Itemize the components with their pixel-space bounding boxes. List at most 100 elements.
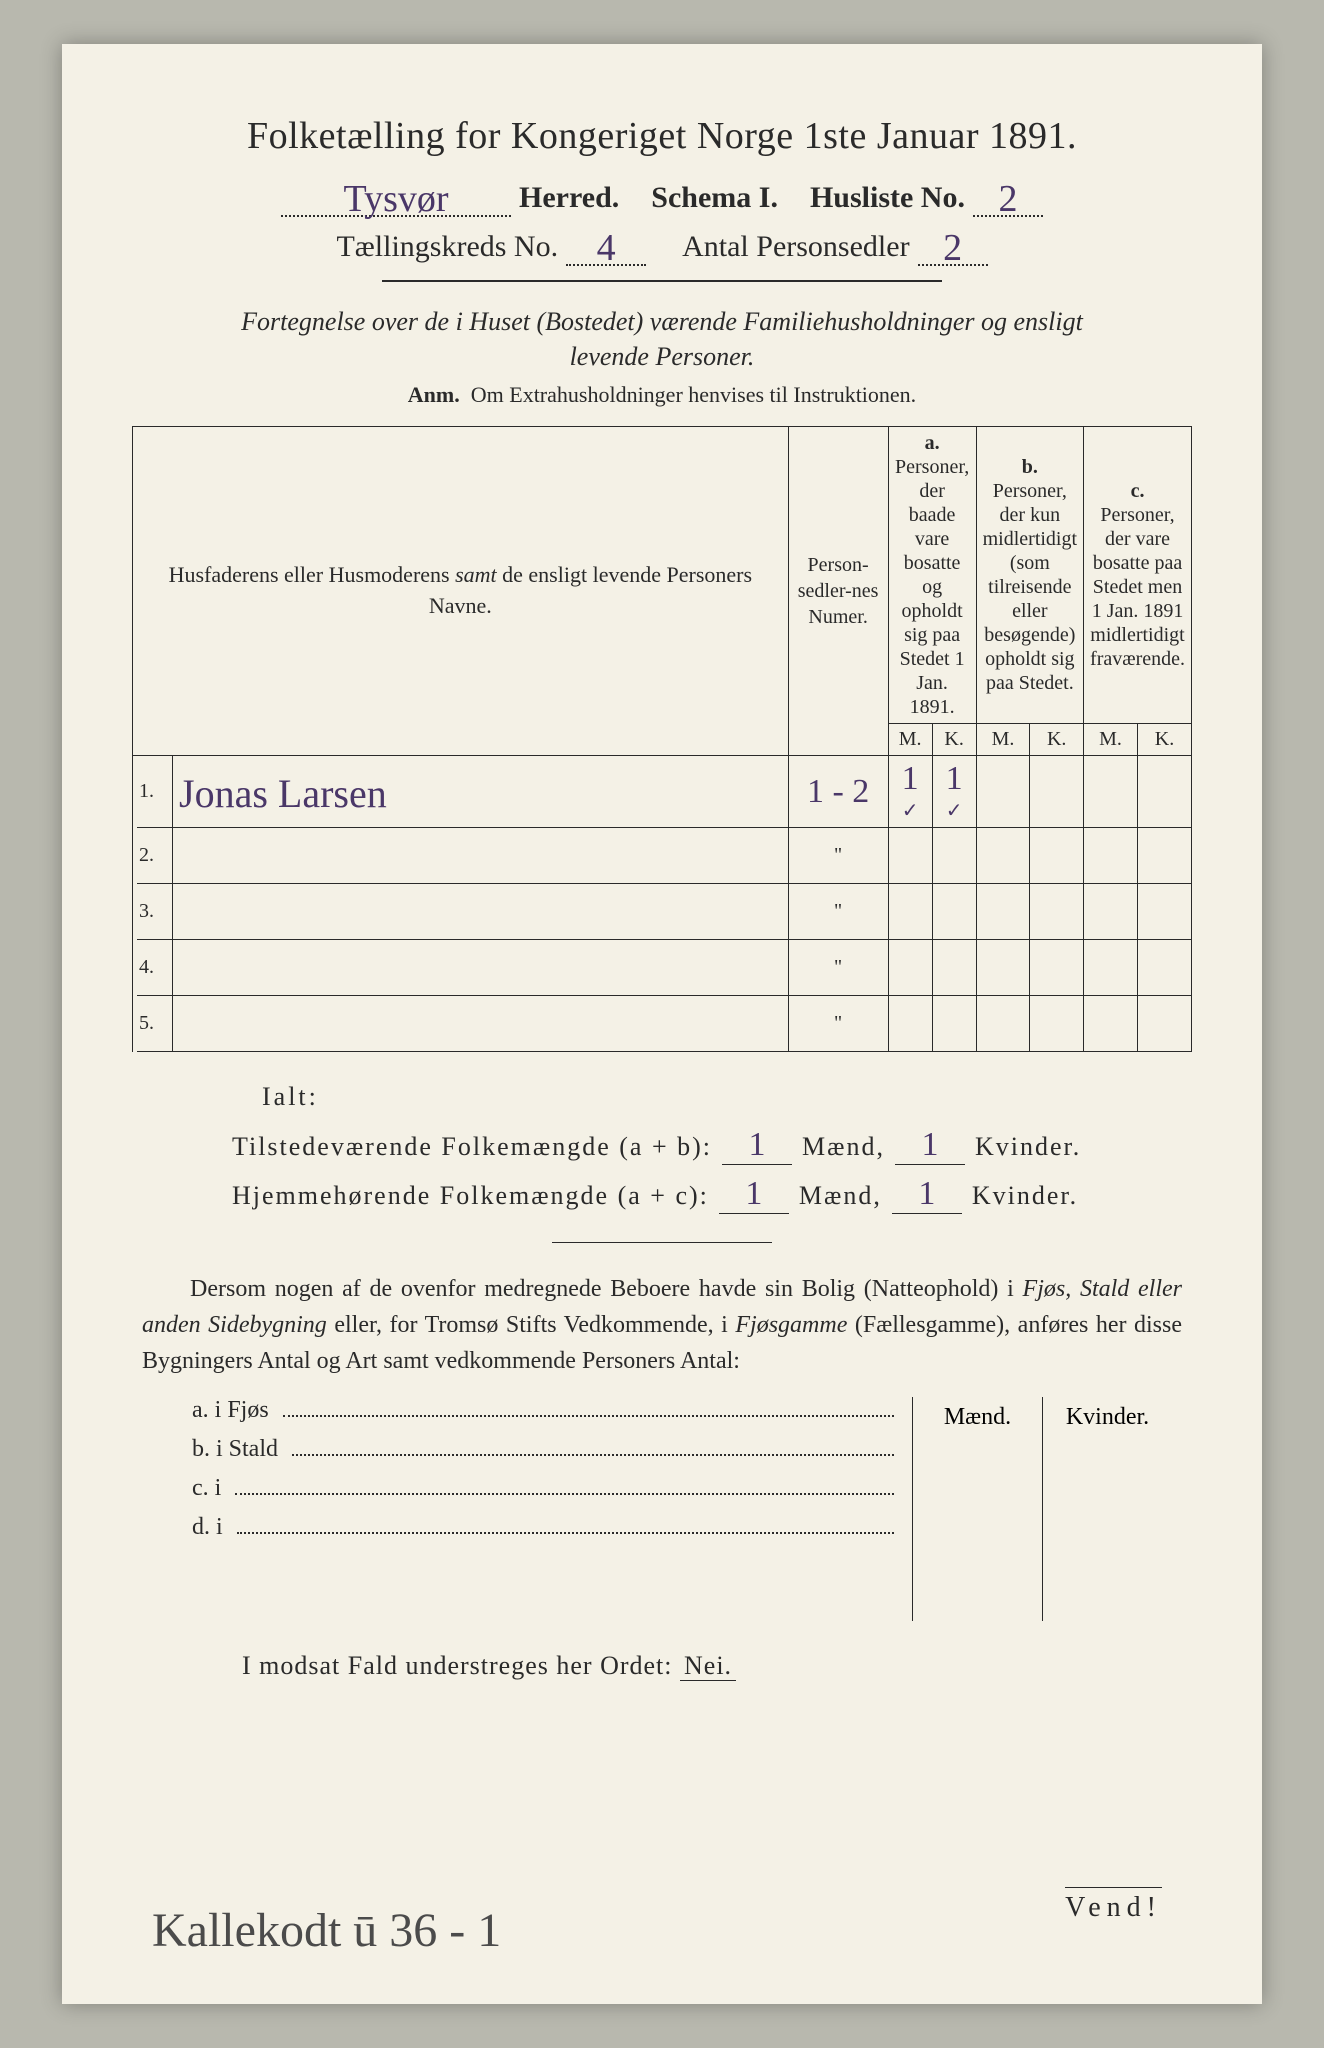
row-number: 4. <box>133 940 173 996</box>
check-icon: ✓ <box>902 798 919 823</box>
herred-value: Tysvør <box>344 178 449 220</box>
name-cell <box>173 940 789 996</box>
numer-cell: " <box>788 940 888 996</box>
mk-cell <box>1138 828 1192 884</box>
totals-row-resident: Hjemmehørende Folkemængde (a + c): 1 Mæn… <box>232 1175 1152 1214</box>
mk-cell <box>932 996 976 1052</box>
mk-cell <box>888 828 932 884</box>
numer-cell: 1 - 2 <box>788 756 888 828</box>
col-b-m: M. <box>976 724 1030 756</box>
group-c-header: c.Personer, der vare bosatte paa Stedet … <box>1084 427 1192 724</box>
ialt-label: Ialt: <box>262 1082 1152 1112</box>
present-women: 1 <box>895 1126 965 1165</box>
header-row-1: Tysvør Herred. Schema I. Husliste No. 2 <box>132 180 1192 217</box>
col-b-k: K. <box>1030 724 1084 756</box>
mk-cell <box>1084 828 1138 884</box>
mk-cell <box>1030 940 1084 996</box>
mk-cell <box>1084 940 1138 996</box>
row-number: 2. <box>133 828 173 884</box>
mk-cell <box>888 996 932 1052</box>
divider-1 <box>382 280 942 282</box>
mk-cell <box>1084 884 1138 940</box>
mk-cell <box>932 940 976 996</box>
sidebldg-row-d: d. i <box>192 1514 894 1541</box>
anm-text: Anm. Om Extrahusholdninger henvises til … <box>132 382 1192 408</box>
numer-cell: " <box>788 996 888 1052</box>
totals-block: Ialt: Tilstedeværende Folkemængde (a + b… <box>232 1082 1152 1214</box>
table-row: 5. " <box>133 996 1192 1052</box>
col-c-k: K. <box>1138 724 1192 756</box>
mk-cell <box>932 828 976 884</box>
mk-cell: 1✓ <box>932 756 976 828</box>
mk-cell <box>976 884 1030 940</box>
vend-label: Vend! <box>1065 1887 1162 1924</box>
mk-cell <box>1138 756 1192 828</box>
mk-cell <box>976 828 1030 884</box>
nei-line: I modsat Fald understreges her Ordet: Ne… <box>242 1651 1192 1681</box>
kreds-label: Tællingskreds No. <box>336 230 558 264</box>
intro-text: Fortegnelse over de i Huset (Bostedet) v… <box>132 304 1192 374</box>
name-cell: Jonas Larsen <box>173 756 789 828</box>
sidebldg-row-c: c. i <box>192 1475 894 1502</box>
name-cell <box>173 996 789 1052</box>
census-form-page: Folketælling for Kongeriget Norge 1ste J… <box>62 44 1262 2004</box>
side-building-block: a. i Fjøs b. i Stald c. i d. i Mænd. Kvi… <box>192 1397 1172 1621</box>
side-building-paragraph: Dersom nogen af de ovenfor medregnede Be… <box>142 1271 1182 1379</box>
resident-women: 1 <box>892 1175 962 1214</box>
mk-cell <box>1138 996 1192 1052</box>
group-b-header: b.Personer, der kun midlertidigt (som ti… <box>976 427 1083 724</box>
sidebldg-mk-grid: Mænd. Kvinder. <box>912 1397 1172 1621</box>
mk-cell <box>1030 996 1084 1052</box>
table-row: 2. " <box>133 828 1192 884</box>
mk-cell <box>888 884 932 940</box>
col-a-m: M. <box>888 724 932 756</box>
sidebldg-row-a: a. i Fjøs <box>192 1397 894 1424</box>
mk-cell <box>976 996 1030 1052</box>
name-cell <box>173 828 789 884</box>
bottom-handwriting: Kallekodt ū 36 - 1 <box>152 1903 501 1958</box>
present-men: 1 <box>722 1126 792 1165</box>
husliste-value: 2 <box>998 178 1017 220</box>
mk-cell <box>1030 884 1084 940</box>
header-row-2: Tællingskreds No. 4 Antal Personsedler 2 <box>132 229 1192 266</box>
mk-women-header: Kvinder. <box>1042 1397 1172 1437</box>
group-a-header: a.Personer, der baade vare bosatte og op… <box>888 427 976 724</box>
numer-cell: " <box>788 828 888 884</box>
col-c-m: M. <box>1084 724 1138 756</box>
mk-cell <box>1138 884 1192 940</box>
mk-cell <box>1030 828 1084 884</box>
col-a-k: K. <box>932 724 976 756</box>
mk-men-header: Mænd. <box>912 1397 1042 1437</box>
mk-cell <box>976 940 1030 996</box>
mk-cell <box>932 884 976 940</box>
row-number: 1. <box>133 756 173 828</box>
person-name: Jonas Larsen <box>179 771 387 816</box>
mk-cell <box>1084 996 1138 1052</box>
mk-cell <box>1138 940 1192 996</box>
sedler-value: 2 <box>943 227 962 269</box>
mk-cell <box>1084 756 1138 828</box>
table-row: 3. " <box>133 884 1192 940</box>
col-name-header: Husfaderens eller Husmoderens samt de en… <box>133 427 789 756</box>
sidebldg-row-b: b. i Stald <box>192 1436 894 1463</box>
resident-men: 1 <box>719 1175 789 1214</box>
totals-row-present: Tilstedeværende Folkemængde (a + b): 1 M… <box>232 1126 1152 1165</box>
mk-cell: 1✓ <box>888 756 932 828</box>
row-number: 3. <box>133 884 173 940</box>
mk-cell <box>976 756 1030 828</box>
mk-cell <box>888 940 932 996</box>
row-number: 5. <box>133 996 173 1052</box>
col-numer-header: Person-sedler-nes Numer. <box>788 427 888 756</box>
check-icon: ✓ <box>946 798 963 823</box>
sedler-label: Antal Personsedler <box>682 230 909 264</box>
numer-cell: " <box>788 884 888 940</box>
table-row: 4. " <box>133 940 1192 996</box>
mk-cell <box>1030 756 1084 828</box>
census-table: Husfaderens eller Husmoderens samt de en… <box>132 426 1192 1052</box>
name-cell <box>173 884 789 940</box>
schema-label: Schema I. <box>651 181 778 215</box>
herred-label: Herred. <box>519 181 619 215</box>
divider-2 <box>552 1242 772 1243</box>
table-row: 1.Jonas Larsen1 - 21✓1✓ <box>133 756 1192 828</box>
nei-word: Nei. <box>680 1651 736 1681</box>
